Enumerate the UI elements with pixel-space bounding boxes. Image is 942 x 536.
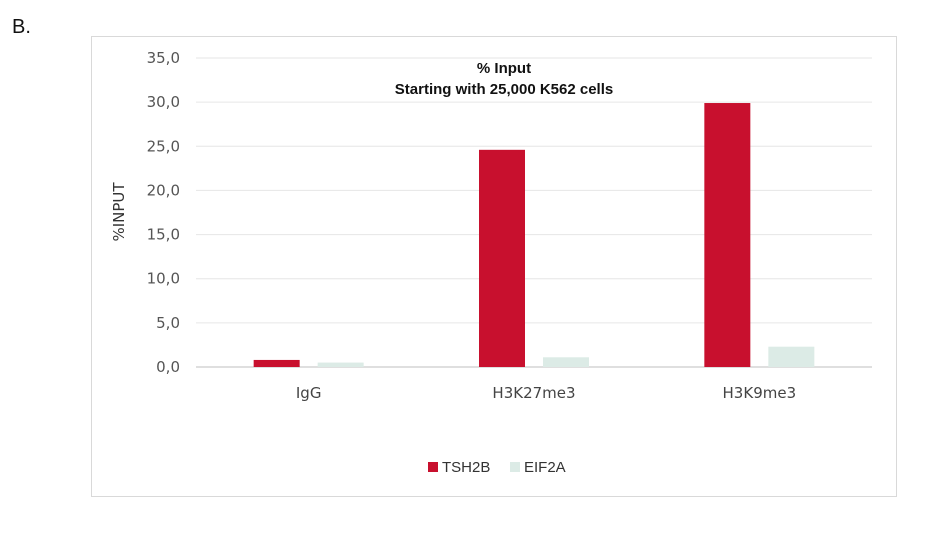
panel-label: B. — [12, 16, 31, 38]
y-tick-label: 0,0 — [156, 358, 180, 376]
bar-tsh2b-h3k27me3 — [479, 149, 525, 367]
chart-subtitle: Starting with 25,000 K562 cells — [395, 81, 613, 98]
y-tick-label: 10,0 — [147, 270, 180, 288]
y-tick-label: 30,0 — [147, 93, 180, 111]
bar-tsh2b-h3k9me3 — [704, 103, 751, 368]
category-label: H3K27me3 — [492, 384, 575, 402]
legend-swatch-eif2a — [510, 462, 520, 472]
legend-swatch-tsh2b — [428, 462, 438, 472]
legend-label-eif2a: EIF2A — [524, 459, 566, 476]
category-label: H3K9me3 — [723, 384, 797, 402]
bar-eif2a-igg — [317, 362, 364, 367]
category-label: IgG — [296, 384, 322, 402]
gridlines — [196, 57, 872, 368]
bars — [253, 103, 815, 368]
legend: TSH2B EIF2A — [428, 459, 566, 476]
y-tick-labels: 0,0 5,0 10,0 15,0 20,0 25,0 30,0 35,0 — [147, 49, 180, 376]
y-axis-label: %INPUT — [110, 182, 128, 242]
chart-frame — [91, 36, 897, 497]
bar-eif2a-h3k9me3 — [768, 346, 815, 367]
y-tick-label: 35,0 — [147, 49, 180, 67]
category-labels: IgG H3K27me3 H3K9me3 — [296, 384, 796, 402]
chart-title: % Input — [477, 60, 531, 77]
y-tick-label: 15,0 — [147, 226, 180, 244]
bar-eif2a-h3k27me3 — [543, 357, 589, 367]
legend-label-tsh2b: TSH2B — [442, 459, 490, 476]
y-tick-label: 5,0 — [156, 314, 180, 332]
y-tick-label: 25,0 — [147, 137, 180, 155]
y-tick-label: 20,0 — [147, 181, 180, 199]
bar-tsh2b-igg — [253, 359, 300, 367]
